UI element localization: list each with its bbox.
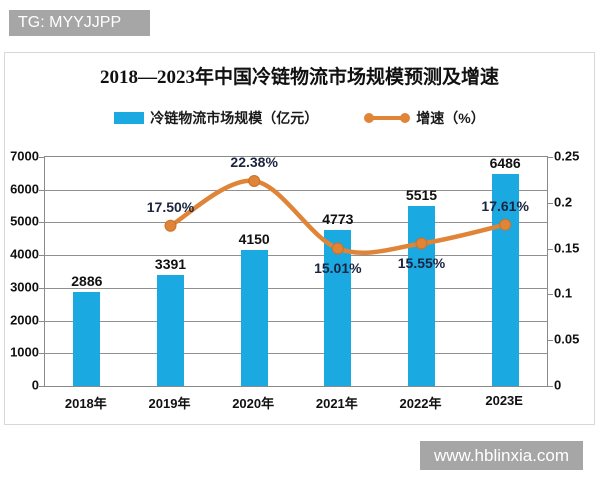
bar-series-label: 冷链物流市场规模（亿元） xyxy=(150,110,319,126)
left-axis-tick xyxy=(39,222,44,224)
y-right-tick-label: 0.25 xyxy=(554,148,580,164)
watermark-top-left: TG: MYYJJPP xyxy=(9,10,150,36)
right-axis-tick xyxy=(548,248,553,250)
bar xyxy=(324,229,352,386)
growth-line-layer xyxy=(164,174,512,256)
y-left-tick-label: 3000 xyxy=(10,279,39,295)
bar-value-label: 3391 xyxy=(154,256,187,273)
bar-series-swatch-icon xyxy=(114,112,145,124)
right-axis-tick xyxy=(548,202,553,204)
growth-point xyxy=(499,218,512,231)
bar xyxy=(157,275,184,386)
left-axis-tick xyxy=(39,189,44,191)
chart-legend: 冷链物流市场规模（亿元） 增速（%） xyxy=(5,108,594,128)
growth-value-label: 15.55% xyxy=(397,254,446,271)
growth-point xyxy=(164,219,177,232)
growth-value-label: 17.61% xyxy=(481,197,529,214)
growth-point xyxy=(248,174,261,187)
x-tick-label: 2021年 xyxy=(315,396,358,411)
growth-point xyxy=(331,242,344,255)
line-series-marker-icon xyxy=(364,112,411,124)
right-axis-tick xyxy=(548,340,553,342)
gridline xyxy=(45,287,547,289)
watermark-top-text: TG: MYYJJPP xyxy=(18,14,122,31)
y-axis-left: 0 1000 2000 3000 4000 5000 6000 7000 xyxy=(5,149,39,393)
left-axis-tick xyxy=(39,386,44,387)
bar-value-label: 2886 xyxy=(71,272,103,289)
bar-value-label: 4150 xyxy=(238,231,270,248)
chart-title: 2018—2023年中国冷链物流市场规模预测及增速 xyxy=(99,67,499,88)
left-axis-tick xyxy=(39,287,44,289)
right-axis-tick xyxy=(548,157,553,158)
growth-value-label: 15.01% xyxy=(314,259,362,276)
x-tick-label: 2020年 xyxy=(232,396,275,411)
left-axis-tick xyxy=(39,157,44,158)
y-right-tick-label: 0.2 xyxy=(554,194,573,210)
bar xyxy=(73,291,101,386)
y-right-tick-label: 0 xyxy=(554,377,562,393)
legend-item-line-series: 增速（%） xyxy=(364,108,485,128)
bar-value-label: 6486 xyxy=(489,154,521,171)
watermark-bottom-right: www.hblinxia.com xyxy=(420,441,583,470)
right-axis-tick xyxy=(548,294,553,296)
x-tick-label: 2022年 xyxy=(399,396,442,411)
left-axis-tick xyxy=(39,320,44,322)
growth-point xyxy=(415,237,428,250)
growth-value-label: 17.50% xyxy=(146,198,195,215)
y-left-tick-label: 1000 xyxy=(10,344,39,360)
right-axis-tick xyxy=(548,386,553,387)
growth-value-label: 22.38% xyxy=(230,154,278,170)
legend-item-bar-series: 冷链物流市场规模（亿元） xyxy=(114,108,318,128)
y-axis-right: 0 0.05 0.1 0.15 0.2 0.25 xyxy=(554,149,594,393)
bar xyxy=(408,205,435,386)
y-left-tick-label: 5000 xyxy=(10,213,39,229)
gridline xyxy=(45,189,547,191)
x-axis-labels: 2018年 2019年 2020年 2021年 2022年 2023E xyxy=(44,393,546,411)
gridline xyxy=(45,353,547,355)
growth-line xyxy=(168,178,508,256)
bar xyxy=(491,173,519,386)
y-right-tick-label: 0.1 xyxy=(554,285,573,301)
bar xyxy=(240,250,268,386)
y-left-tick-label: 6000 xyxy=(10,181,39,197)
bar-value-label: 4773 xyxy=(322,210,354,227)
gridline xyxy=(45,255,547,257)
y-left-tick-label: 2000 xyxy=(10,312,39,328)
line-series-label: 增速（%） xyxy=(416,110,485,126)
x-tick-label: 2019年 xyxy=(148,396,191,411)
plot-area: 2886 3391 4150 4773 5515 6486 17.50% 22.38% 15.0… xyxy=(39,154,553,387)
y-right-tick-label: 0.15 xyxy=(554,240,580,256)
x-tick-label: 2023E xyxy=(485,393,523,408)
chart-frame: 2018—2023年中国冷链物流市场规模预测及增速 冷链物流市场规模（亿元） 增… xyxy=(4,52,595,425)
y-left-tick-label: 4000 xyxy=(10,246,39,262)
left-axis-tick xyxy=(39,353,44,355)
watermark-bottom-text: www.hblinxia.com xyxy=(433,445,570,465)
y-right-tick-label: 0.05 xyxy=(554,331,580,347)
bar-value-label: 5515 xyxy=(405,186,438,203)
gridline xyxy=(45,222,547,224)
gridline xyxy=(45,320,547,322)
left-axis-tick xyxy=(39,255,44,257)
y-left-tick-label: 7000 xyxy=(10,148,39,164)
x-tick-label: 2018年 xyxy=(64,396,107,411)
y-left-tick-label: 0 xyxy=(31,377,39,393)
